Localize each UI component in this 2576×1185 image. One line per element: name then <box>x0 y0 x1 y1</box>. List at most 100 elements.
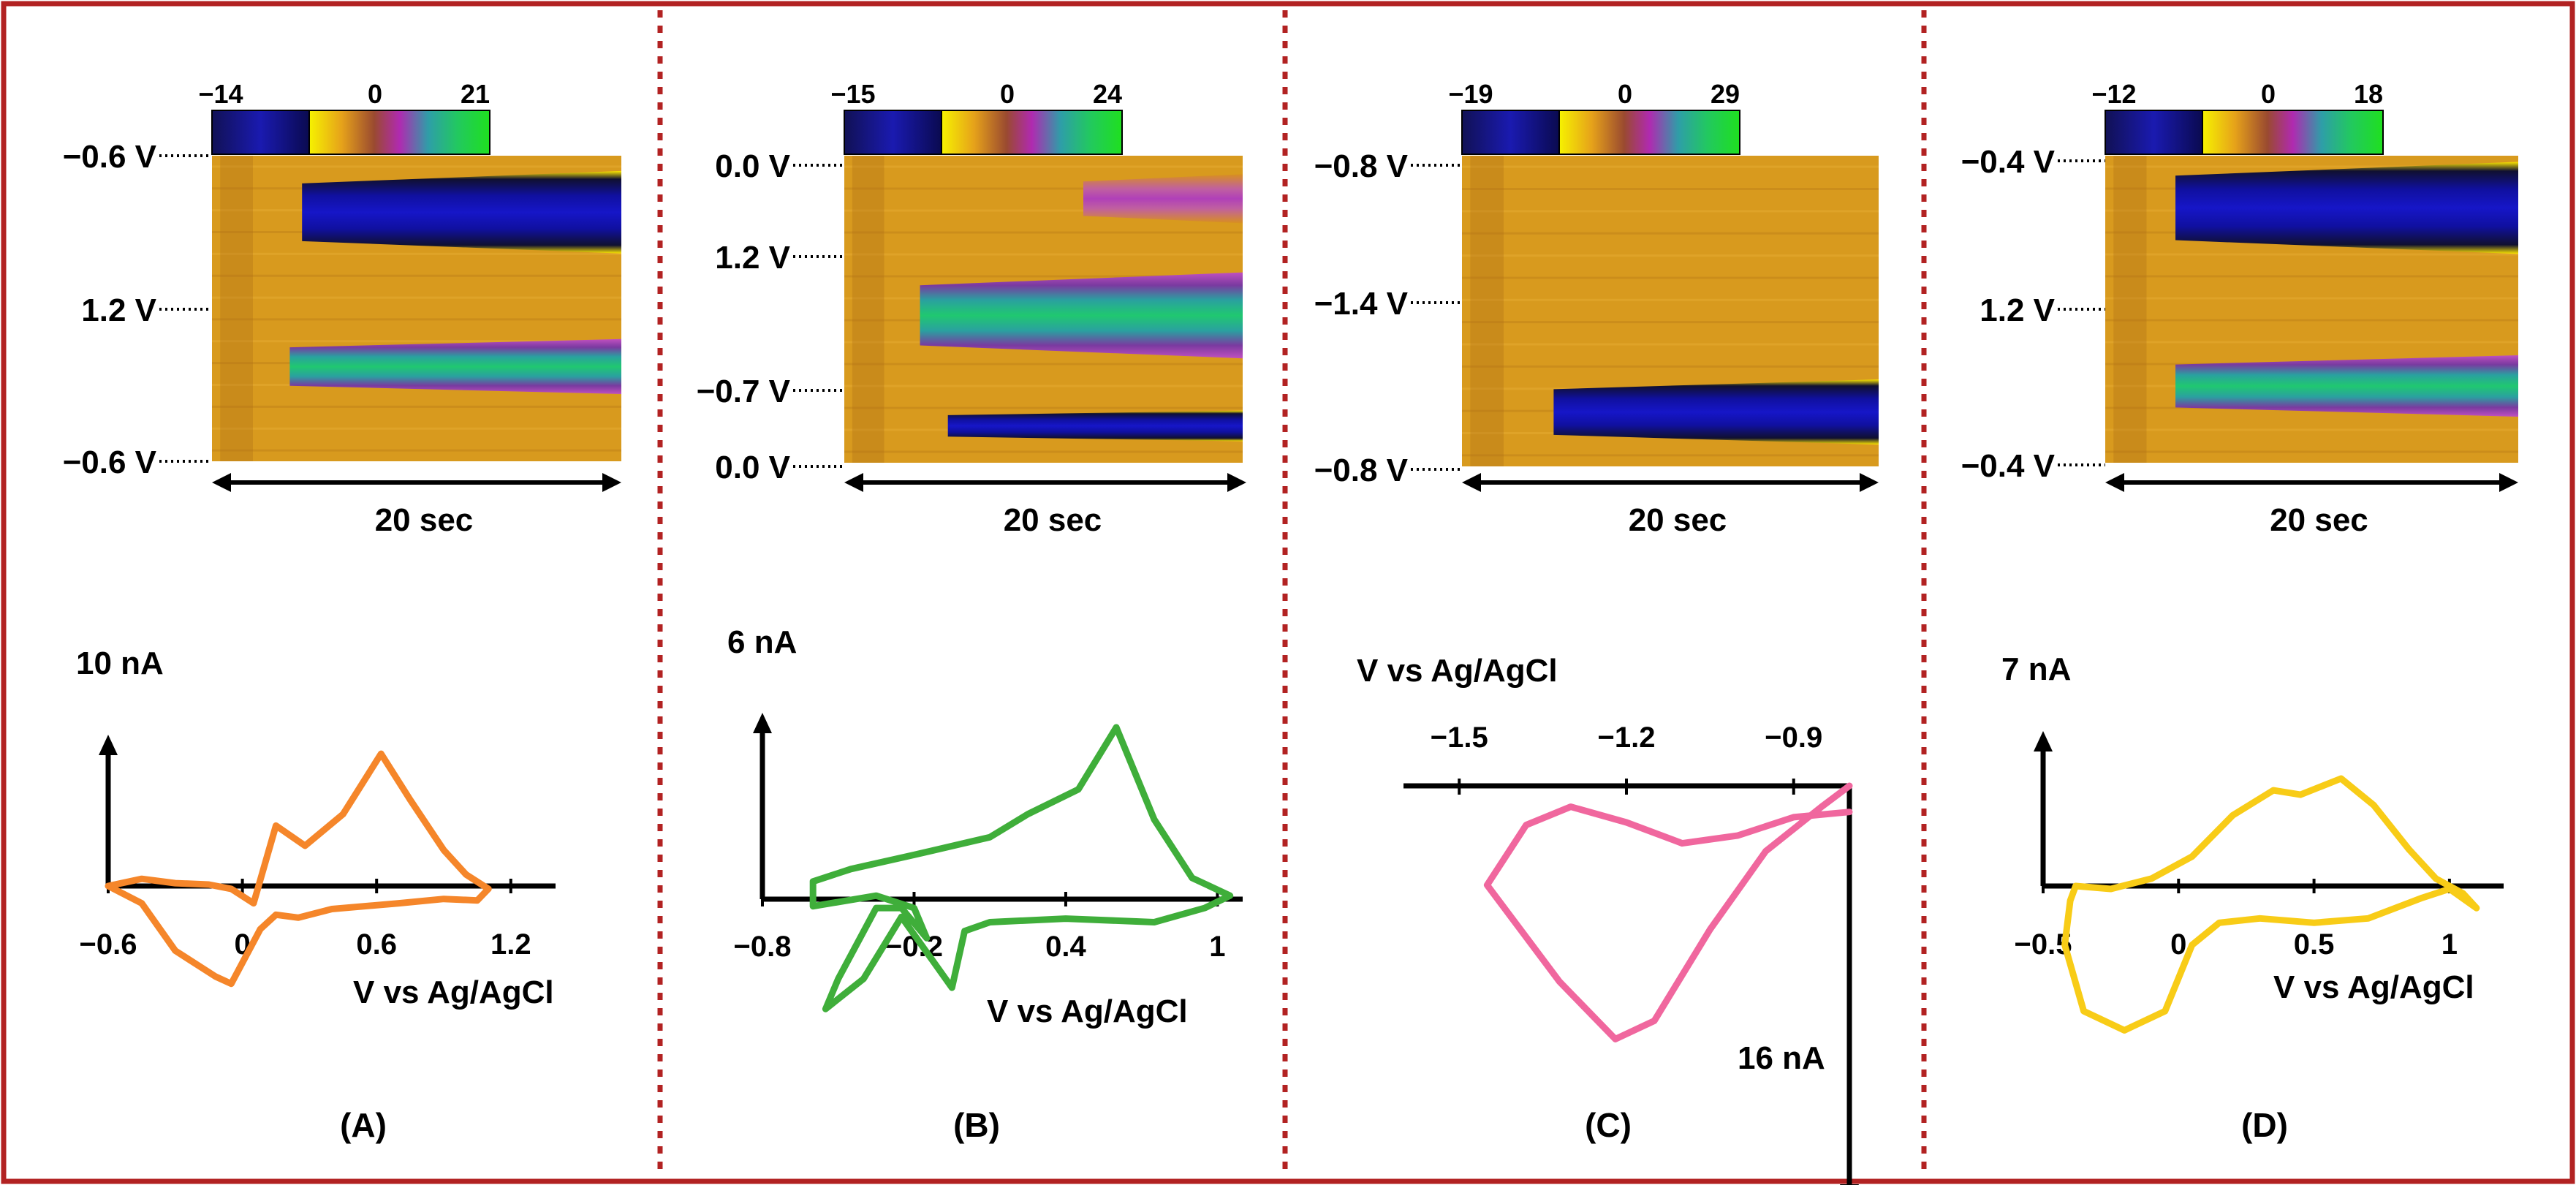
cv-plot: −0.6 0 0.6 1.210 nAV vs Ag/AgCl <box>76 645 556 1010</box>
heatmap-negative-band <box>302 170 621 254</box>
potential-tick-label: 0 <box>2170 928 2186 961</box>
voltage-label: 1.2 V <box>81 292 156 328</box>
voltage-label: −0.4 V <box>1961 144 2056 180</box>
colorbar-negative-segment <box>211 110 310 155</box>
colorbar-positive-segment <box>941 110 1123 155</box>
colorbar-zero-label: 0 <box>1000 79 1015 109</box>
colorbar-zero-label: 0 <box>368 79 382 109</box>
potential-axis-label: V vs Ag/AgCl <box>987 993 1188 1029</box>
colorbar-negative-segment <box>2105 110 2203 155</box>
colorbar-min-label: −19 <box>1448 79 1493 109</box>
time-arrow-head-left <box>212 473 231 492</box>
panel-a: −14 0 21 −0.6 V 1.2 V −0.6 V 20 sec −0.6 0 0.6 1.2… <box>63 79 621 1144</box>
heatmap-negative-band <box>2175 162 2518 254</box>
colorbar-positive-segment <box>308 110 490 155</box>
current-scale-label: 6 nA <box>727 624 797 660</box>
voltage-label: 1.2 V <box>1980 292 2055 328</box>
colorbar-max-label: 18 <box>2354 79 2383 109</box>
panel-label: (B) <box>953 1106 1000 1144</box>
colorbar-min-label: −14 <box>198 79 243 109</box>
colorbar-zero-label: 0 <box>2261 79 2276 109</box>
heatmap-positive-band <box>1083 174 1243 224</box>
time-arrow-head-right <box>602 473 621 492</box>
voltage-label: −0.6 V <box>63 444 157 480</box>
potential-tick-label: 1 <box>1209 931 1225 963</box>
colorbar-max-label: 24 <box>1093 79 1122 109</box>
heatmap-pre-stimulus-region <box>2113 156 2147 463</box>
heatmap <box>1462 156 1879 466</box>
voltage-label: 0.0 V <box>715 148 790 184</box>
panel-label: (A) <box>340 1106 387 1144</box>
potential-tick-label: 1.2 <box>490 928 531 961</box>
colorbar-positive-segment <box>1558 110 1740 155</box>
potential-tick-label: −0.8 <box>734 931 792 963</box>
voltage-label: −0.7 V <box>697 374 791 409</box>
panel-c: −19 0 29 −0.8 V −1.4 V −0.8 V 20 sec −1.5 −1.2 −0… <box>1314 79 1879 1185</box>
cv-plot: −0.8 −0.2 0.4 16 nAV vs Ag/AgCl <box>727 624 1243 1029</box>
time-arrow-head-right <box>1227 473 1246 492</box>
voltage-label: 0.0 V <box>715 450 790 485</box>
voltage-label: −1.4 V <box>1314 286 1409 322</box>
colorbar-min-label: −15 <box>830 79 875 109</box>
current-scale-label: 10 nA <box>76 645 164 681</box>
time-arrow-head-left <box>844 473 863 492</box>
time-arrow-head-right <box>2499 473 2518 492</box>
potential-tick-label: −0.9 <box>1765 722 1822 754</box>
colorbar-negative-segment <box>844 110 942 155</box>
cv-trace <box>2061 775 2480 1034</box>
heatmap <box>2105 156 2518 463</box>
panel-d: −12 0 18−0.4 V1.2 V−0.4 V20 sec−0.5 0 0.5 17 … <box>1961 79 2518 1144</box>
time-scale-label: 20 sec <box>375 502 474 538</box>
voltage-label: 1.2 V <box>715 240 790 276</box>
colorbar: −14 0 21 <box>198 79 490 155</box>
voltage-label: −0.8 V <box>1314 148 1409 184</box>
potential-tick-label: 1 <box>2441 928 2458 961</box>
potential-axis-label: V vs Ag/AgCl <box>353 974 554 1010</box>
time-scale-label: 20 sec <box>1629 502 1727 538</box>
potential-tick-label: −1.5 <box>1431 722 1488 754</box>
current-scale-label: 7 nA <box>2001 651 2071 687</box>
heatmap-positive-band <box>289 338 621 395</box>
time-arrow-head-left <box>1462 473 1481 492</box>
time-arrow-head-left <box>2105 473 2124 492</box>
cv-trace <box>105 750 492 988</box>
potential-tick-label: 0.5 <box>2294 928 2335 961</box>
heatmap-positive-band <box>2175 355 2518 417</box>
voltage-label: −0.8 V <box>1314 453 1409 488</box>
heatmap-pre-stimulus-region <box>220 156 253 461</box>
current-axis-arrow <box>99 735 118 755</box>
heatmap-negative-band <box>947 410 1243 442</box>
potential-tick-label: −1.2 <box>1598 722 1656 754</box>
potential-tick-label: 0.6 <box>356 928 397 961</box>
colorbar-min-label: −12 <box>2091 79 2136 109</box>
time-scale-label: 20 sec <box>2270 502 2368 538</box>
current-scale-label: 16 nA <box>1738 1040 1825 1076</box>
heatmap-positive-band <box>920 272 1243 359</box>
colorbar: −15 0 24 <box>830 79 1123 155</box>
voltage-label: −0.6 V <box>63 139 157 175</box>
potential-axis-label: V vs Ag/AgCl <box>2273 969 2474 1005</box>
time-arrow-head-right <box>1860 473 1879 492</box>
panel-label: (D) <box>2241 1106 2288 1144</box>
panel-label: (C) <box>1585 1106 1632 1144</box>
heatmap <box>844 156 1243 463</box>
colorbar: −12 0 18 <box>2091 79 2384 155</box>
colorbar-zero-label: 0 <box>1618 79 1632 109</box>
colorbar-max-label: 29 <box>1711 79 1740 109</box>
current-axis-arrow <box>2034 731 2053 751</box>
colorbar-negative-segment <box>1461 110 1560 155</box>
colorbar-positive-segment <box>2202 110 2384 155</box>
cv-plot: −0.5 0 0.5 17 nAV vs Ag/AgCl <box>2001 651 2504 1034</box>
potential-tick-label: −0.6 <box>80 928 137 961</box>
colorbar-max-label: 21 <box>461 79 490 109</box>
panel-b: −15 0 240.0 V1.2 V−0.7 V0.0 V20 sec−0.8 −0.… <box>697 79 1246 1144</box>
heatmap-negative-band <box>1553 379 1879 445</box>
heatmap-pre-stimulus-region <box>852 156 884 463</box>
colorbar: −19 0 29 <box>1448 79 1740 155</box>
time-scale-label: 20 sec <box>1004 502 1102 538</box>
potential-tick-label: 0.4 <box>1045 931 1086 963</box>
potential-axis-label: V vs Ag/AgCl <box>1357 653 1558 689</box>
cv-plot: −1.5 −1.2 −0.9 16 nA V vs Ag/AgCl <box>1357 653 1859 1185</box>
